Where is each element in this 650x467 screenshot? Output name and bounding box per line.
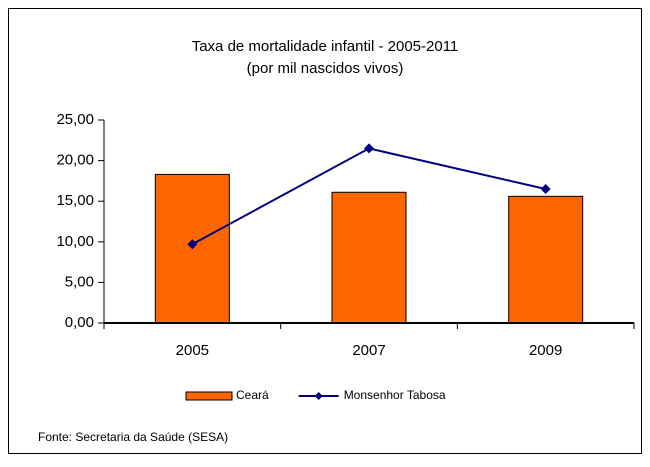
legend-label: Monsenhor Tabosa <box>344 388 446 402</box>
x-tick-label: 2005 <box>176 342 209 359</box>
marker <box>364 143 374 154</box>
chart-subtitle: (por mil nascidos vivos) <box>247 60 404 77</box>
y-tick-label: 25,00 <box>56 111 94 128</box>
y-tick-label: 20,00 <box>56 152 94 169</box>
x-tick-label: 2009 <box>529 342 562 359</box>
legend-label: Ceará <box>236 388 269 402</box>
legend-marker <box>314 392 323 400</box>
chart-title: Taxa de mortalidade infantil - 2005-2011 <box>192 38 459 55</box>
x-tick-label: 2007 <box>352 342 385 359</box>
y-tick-label: 5,00 <box>65 273 94 290</box>
y-tick-label: 0,00 <box>65 314 94 331</box>
y-tick-label: 10,00 <box>56 233 94 250</box>
bar <box>508 195 584 324</box>
y-tick-label: 15,00 <box>56 192 94 209</box>
source-note: Fonte: Secretaria da Saúde (SESA) <box>38 430 228 444</box>
legend-swatch <box>185 391 233 401</box>
marker <box>187 239 198 250</box>
bar <box>331 191 407 324</box>
marker <box>540 184 551 195</box>
